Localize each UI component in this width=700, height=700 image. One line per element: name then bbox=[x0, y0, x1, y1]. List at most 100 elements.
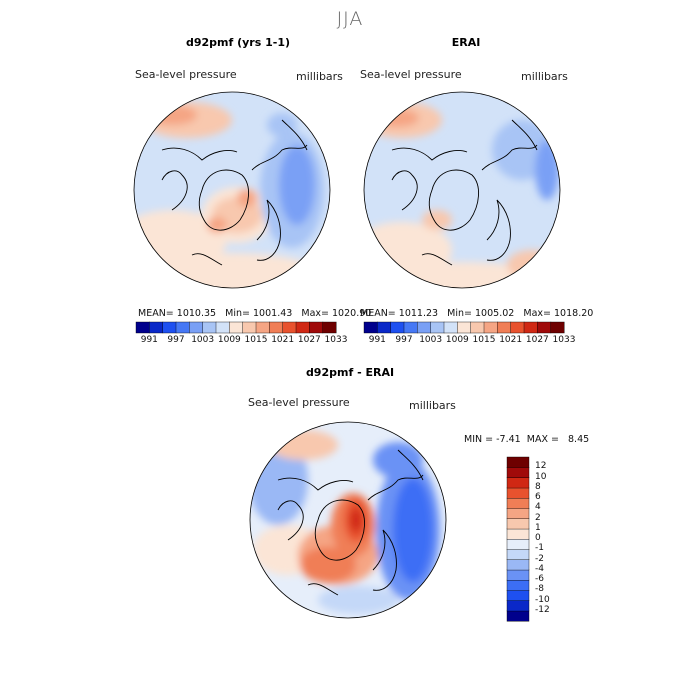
panel2-colorbar-swatch bbox=[443, 321, 458, 334]
panel1-title: d92pmf (yrs 1-1) bbox=[185, 36, 291, 49]
panel2-colorbar-tick-label: 991 bbox=[368, 335, 386, 345]
panel3-colorbar-tick-label: 10 bbox=[535, 471, 547, 482]
panel2-colorbar-swatch bbox=[403, 321, 418, 334]
panel1-colorbar-swatch bbox=[229, 321, 244, 334]
panel2-colorbar-tick-label: 1021 bbox=[499, 335, 523, 345]
panel2-colorbar-swatch bbox=[523, 321, 538, 334]
panel1-colorbar-swatch bbox=[309, 321, 324, 334]
panel1-colorbar-tick-label: 1033 bbox=[324, 335, 348, 345]
panel1-colorbar-ticks: 991 997 1003 1009 1015 1021 1027 1033 bbox=[136, 335, 348, 347]
panel3-colorbar-swatch bbox=[506, 518, 530, 530]
panel1-colorbar-tick-label: 1009 bbox=[217, 335, 241, 345]
panel3-colorbar-swatch bbox=[506, 538, 530, 550]
panel3-colorbar-swatch bbox=[506, 610, 530, 622]
panel2-colorbar bbox=[363, 321, 565, 334]
panel3-colorbar-tick-label: 2 bbox=[535, 512, 541, 523]
panel3-colorbar-ticks: 12 10 8 6 4 2 1 0 -1 -2 -4 -6 -8 -10 -12 bbox=[535, 457, 575, 621]
panel3-colorbar-swatch bbox=[506, 497, 530, 509]
panel3-colorbar-tick-label: 12 bbox=[535, 461, 547, 472]
panel2-colorbar-swatch bbox=[390, 321, 405, 334]
panel2-colorbar-swatch bbox=[457, 321, 472, 334]
coastlines bbox=[161, 119, 308, 266]
panel2-map bbox=[363, 91, 561, 289]
panel1-colorbar-swatch bbox=[202, 321, 217, 334]
panel2-mean: 1011.23 bbox=[398, 308, 439, 319]
panel1-colorbar-swatch bbox=[322, 321, 337, 334]
panel2-colorbar-swatch bbox=[510, 321, 525, 334]
panel3-colorbar-swatch bbox=[506, 456, 530, 468]
panel1-mean: 1010.35 bbox=[176, 308, 217, 319]
panel3-field-label: Sea-level pressure bbox=[248, 396, 350, 409]
panel1-colorbar-tick-label: 991 bbox=[140, 335, 158, 345]
panel3-colorbar-swatch bbox=[506, 590, 530, 602]
panel3-colorbar-swatch bbox=[506, 467, 530, 479]
panel2-colorbar-tick-label: 1009 bbox=[445, 335, 469, 345]
panel1-colorbar-tick-label: 997 bbox=[167, 335, 185, 345]
panel1-colorbar-tick-label: 1003 bbox=[191, 335, 215, 345]
coastlines bbox=[277, 449, 424, 596]
panel2-colorbar-swatch bbox=[550, 321, 565, 334]
panel1-colorbar-swatch bbox=[295, 321, 310, 334]
panel2-colorbar-swatch bbox=[470, 321, 485, 334]
panel1-units-label: millibars bbox=[296, 70, 343, 83]
panel1-colorbar-swatch bbox=[242, 321, 257, 334]
panel1-colorbar-swatch bbox=[215, 321, 230, 334]
panel3-colorbar-swatch bbox=[506, 508, 530, 520]
panel2-colorbar-swatch bbox=[497, 321, 512, 334]
panel3-colorbar-swatch bbox=[506, 579, 530, 591]
panel2-colorbar-tick-label: 1033 bbox=[552, 335, 576, 345]
panel1-colorbar-tick-label: 1027 bbox=[297, 335, 321, 345]
panel1-colorbar-swatch bbox=[162, 321, 177, 334]
panel1-max: 1020.90 bbox=[332, 308, 372, 319]
panel3-colorbar-tick-label: -12 bbox=[535, 604, 550, 615]
panel2-colorbar-swatch bbox=[430, 321, 445, 334]
panel3-colorbar-swatch bbox=[506, 477, 530, 489]
panel2-title: ERAI bbox=[451, 36, 481, 49]
panel3-colorbar bbox=[506, 456, 530, 622]
panel1-colorbar-swatch bbox=[175, 321, 190, 334]
panel2-colorbar-swatch bbox=[417, 321, 432, 334]
panel2-colorbar-tick-label: 997 bbox=[395, 335, 413, 345]
panel1-colorbar-swatch bbox=[189, 321, 204, 334]
panel2-colorbar-tick-label: 1003 bbox=[419, 335, 443, 345]
panel3-colorbar-tick-label: -1 bbox=[535, 543, 544, 554]
panel3-colorbar-swatch bbox=[506, 528, 530, 540]
panel3-colorbar-tick-label: -8 bbox=[535, 584, 544, 595]
panel2-colorbar-swatch bbox=[537, 321, 552, 334]
season-title: JJA bbox=[336, 8, 364, 30]
panel3-min: -7.41 bbox=[496, 434, 521, 445]
panel3-stats: MIN = -7.41 MAX = 8.45 bbox=[464, 434, 590, 445]
panel3-colorbar-tick-label: 0 bbox=[535, 533, 541, 543]
panel1-colorbar-tick-label: 1015 bbox=[244, 335, 268, 345]
panel1-colorbar-swatch bbox=[149, 321, 164, 334]
coastlines bbox=[391, 119, 538, 266]
panel1-min: 1001.43 bbox=[253, 308, 293, 319]
panel3-colorbar-tick-label: -10 bbox=[535, 594, 550, 605]
panel3-colorbar-swatch bbox=[506, 487, 530, 499]
panel2-min: 1005.02 bbox=[475, 308, 515, 319]
panel2-max: 1018.20 bbox=[554, 308, 594, 319]
panel3-colorbar-swatch bbox=[506, 600, 530, 612]
panel2-stats: MEAN= 1011.23 Min= 1005.02 Max= 1018.20 bbox=[360, 308, 594, 319]
panel3-max: 8.45 bbox=[568, 434, 590, 445]
panel3-colorbar-tick-label: -4 bbox=[535, 563, 544, 574]
panel2-colorbar-swatch bbox=[483, 321, 498, 334]
panel1-stats: MEAN= 1010.35 Min= 1001.43 Max= 1020.90 bbox=[138, 308, 372, 319]
panel1-colorbar-swatch bbox=[282, 321, 297, 334]
panel3-colorbar-swatch bbox=[506, 569, 530, 581]
panel3-units-label: millibars bbox=[409, 399, 456, 412]
panel1-colorbar-tick-label: 1021 bbox=[271, 335, 295, 345]
panel2-colorbar-ticks: 991 997 1003 1009 1015 1021 1027 1033 bbox=[364, 335, 576, 347]
panel1-colorbar bbox=[135, 321, 337, 334]
panel1-field-label: Sea-level pressure bbox=[135, 68, 237, 81]
panel3-colorbar-tick-label: 6 bbox=[535, 492, 541, 502]
panel3-colorbar-swatch bbox=[506, 549, 530, 561]
panel3-colorbar-tick-label: -2 bbox=[535, 553, 544, 564]
panel1-map bbox=[133, 91, 331, 289]
map-background bbox=[364, 92, 560, 288]
panel1-colorbar-swatch bbox=[135, 321, 150, 334]
panel3-colorbar-tick-label: 4 bbox=[535, 502, 541, 513]
panel2-colorbar-tick-label: 1027 bbox=[525, 335, 549, 345]
panel2-colorbar-tick-label: 1015 bbox=[472, 335, 496, 345]
panel3-colorbar-tick-label: -6 bbox=[535, 574, 544, 584]
